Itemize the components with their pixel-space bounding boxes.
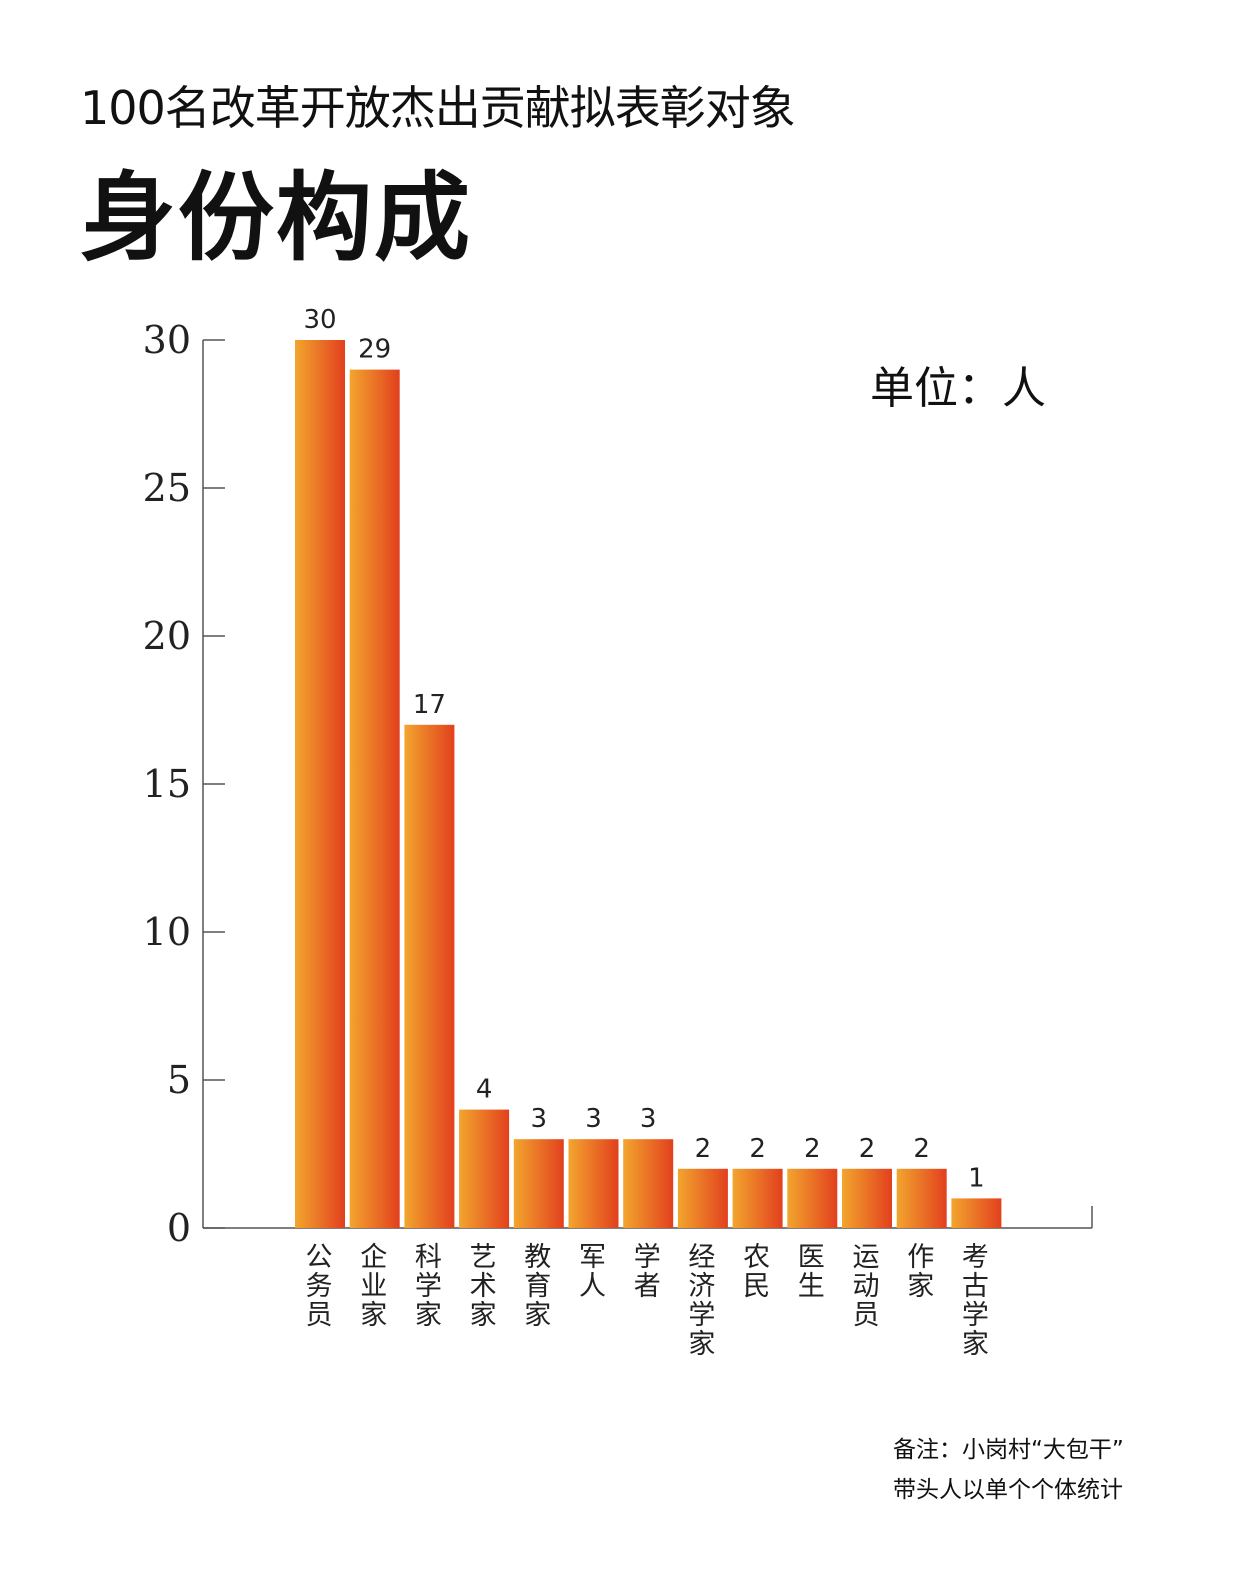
bar-经济学家 [677, 1168, 728, 1228]
bar-医生 [787, 1168, 838, 1228]
category-label: 军人 [579, 1242, 606, 1302]
footnote: 备注：小岗村“大包干” 带头人以单个个体统计 [893, 1430, 1124, 1510]
category-label: 运动员 [853, 1242, 880, 1331]
y-tick-label: 5 [167, 1058, 191, 1102]
bar-教育家 [513, 1139, 564, 1228]
bar-农民 [732, 1168, 783, 1228]
value-label: 17 [413, 690, 446, 720]
y-tick-label: 0 [167, 1206, 191, 1250]
chart-bars [295, 340, 1002, 1229]
value-label: 4 [476, 1075, 493, 1105]
bar-公务员 [295, 340, 345, 1228]
category-label: 农民 [743, 1242, 770, 1302]
bar-艺术家 [459, 1109, 510, 1228]
chart-subtitle: 100名改革开放杰出贡献拟表彰对象 [80, 81, 796, 135]
footnote-line-2: 带头人以单个个体统计 [893, 1477, 1123, 1503]
y-tick-label: 30 [143, 318, 191, 362]
value-label: 2 [913, 1134, 930, 1164]
value-label: 2 [695, 1134, 712, 1164]
value-label: 30 [303, 305, 336, 335]
y-tick-label: 15 [143, 762, 191, 806]
y-tick-label: 25 [143, 466, 191, 510]
unit-label: 单位：人 [870, 363, 1046, 414]
chart-title: 身份构成 [80, 162, 472, 274]
bar-军人 [568, 1139, 619, 1228]
bar-考古学家 [951, 1198, 1002, 1228]
value-label: 2 [749, 1134, 766, 1164]
bar-企业家 [349, 369, 400, 1229]
value-label: 1 [968, 1163, 985, 1193]
y-tick-label: 10 [143, 910, 191, 954]
category-label: 教育家 [524, 1242, 551, 1331]
value-label: 2 [804, 1134, 821, 1164]
category-label: 作家 [907, 1242, 934, 1302]
footnote-line-1: 备注：小岗村“大包干” [893, 1437, 1124, 1463]
value-label: 3 [585, 1104, 602, 1134]
category-label: 科学家 [415, 1242, 442, 1331]
category-label: 艺术家 [470, 1242, 497, 1331]
category-label: 医生 [798, 1242, 825, 1302]
category-label: 公务员 [306, 1242, 333, 1331]
value-label: 2 [859, 1134, 876, 1164]
chart-axes: 0 5 10 15 20 25 30 [143, 318, 1093, 1250]
value-label: 3 [640, 1104, 657, 1134]
category-label: 学者 [634, 1242, 661, 1302]
chart-labels: 30 公务员 29 企业家 17 科学家 4 艺术家 3 教育家 3 军人 3 学者 2 经济学家 2 农民 2 医生… [303, 305, 988, 1360]
bar-学者 [623, 1139, 674, 1228]
y-tick-label: 20 [143, 614, 191, 658]
bar-运动员 [842, 1168, 892, 1228]
category-label: 经济学家 [688, 1242, 715, 1360]
value-label: 29 [358, 335, 391, 365]
category-label: 考古学家 [962, 1242, 989, 1360]
bar-作家 [896, 1168, 947, 1228]
bar-科学家 [404, 724, 455, 1228]
category-label: 企业家 [360, 1242, 387, 1331]
value-label: 3 [531, 1104, 548, 1134]
